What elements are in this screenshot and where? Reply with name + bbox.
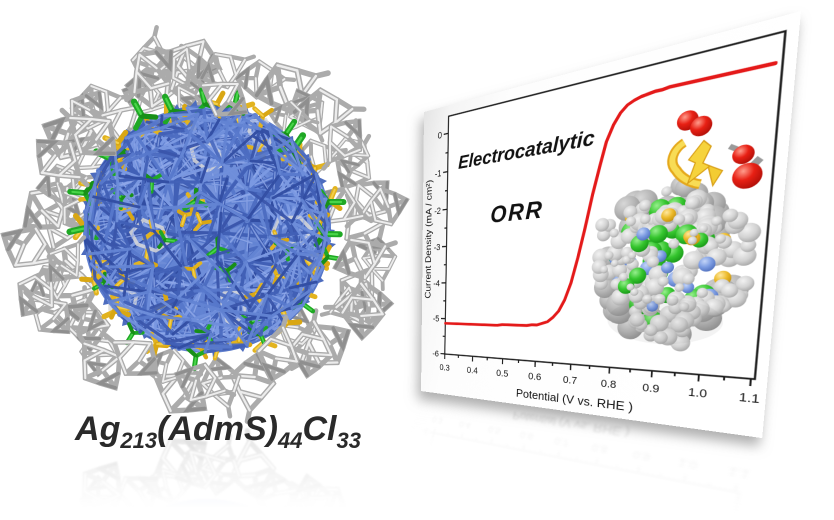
svg-text:0.8: 0.8 [591,441,609,455]
svg-text:0.6: 0.6 [528,370,541,383]
svg-text:0.9: 0.9 [632,448,652,463]
svg-text:0.9: 0.9 [642,381,660,396]
svg-text:1.0: 1.0 [677,455,699,471]
svg-text:0.5: 0.5 [488,423,503,435]
svg-text:0.4: 0.4 [458,419,472,430]
svg-text:1.0: 1.0 [688,385,708,401]
svg-text:-4: -4 [433,278,440,289]
svg-text:0.5: 0.5 [496,367,508,379]
svg-text:-3: -3 [434,242,441,253]
svg-text:ORR: ORR [490,195,544,228]
svg-text:0.7: 0.7 [554,435,571,448]
svg-text:0: 0 [438,129,442,141]
svg-text:0.4: 0.4 [467,364,478,376]
svg-text:-4: -4 [403,493,412,504]
svg-text:-1: -1 [435,167,442,179]
svg-text:0.7: 0.7 [563,373,578,387]
svg-text:0.8: 0.8 [601,377,617,391]
svg-text:-5: -5 [412,459,421,470]
svg-text:-5: -5 [433,313,440,324]
svg-text:-2: -2 [434,205,441,217]
svg-text:-6: -6 [421,425,430,435]
svg-text:-6: -6 [432,348,439,359]
svg-text:0.3: 0.3 [439,362,449,373]
svg-text:1.1: 1.1 [738,390,760,407]
svg-text:0.6: 0.6 [519,429,535,441]
svg-text:Current Density (mA / cm²): Current Density (mA / cm²) [423,179,434,299]
svg-text:0.3: 0.3 [431,414,444,425]
svg-text:1.1: 1.1 [728,464,752,481]
